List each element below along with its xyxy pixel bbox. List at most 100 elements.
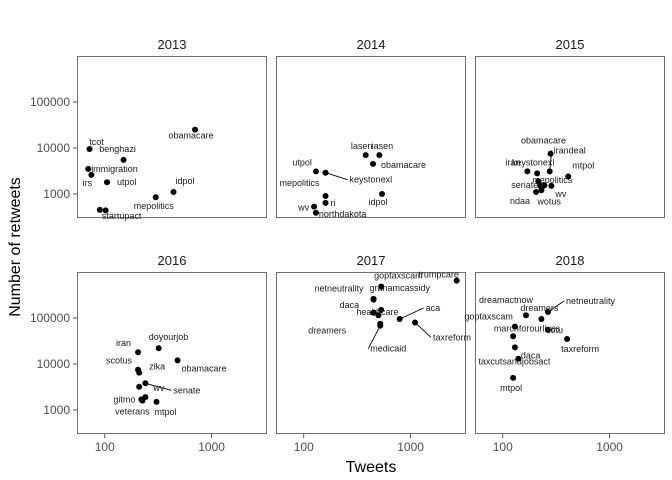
point-label: benghazi (99, 144, 136, 154)
data-point (362, 152, 369, 159)
data-point (136, 369, 143, 376)
label-leader-line (145, 382, 172, 391)
facet-title: 2016 (158, 253, 187, 268)
x-tick-label: 100 (493, 440, 513, 454)
point-label: mtpol (154, 407, 176, 417)
point-label: idpol (368, 197, 387, 207)
panel-border (77, 56, 267, 218)
point-label: trumpcare (418, 270, 459, 280)
point-label: scotus (106, 356, 133, 366)
facet-panel-2014: 2014 lasen iasen obamacare utpol keystonexl me… (276, 37, 466, 219)
x-tick-label: 1000 (198, 440, 225, 454)
point-label: tcot (89, 137, 104, 147)
point-label: dreamactnow (479, 295, 534, 305)
data-point (153, 398, 160, 405)
point-label: mepolitics (134, 201, 175, 211)
data-point (170, 189, 177, 196)
data-point (565, 173, 572, 180)
point-label: dreamers (520, 303, 559, 313)
data-point (152, 194, 159, 201)
point-label: senate (173, 385, 200, 395)
y-tick-label: 1000 (43, 187, 70, 201)
data-point (322, 199, 329, 206)
facet-title: 2018 (556, 253, 585, 268)
data-point (538, 316, 545, 323)
facet-panel-2016: 2016 1000 10000 100000 100 1000 iran doyourjob o… (30, 253, 267, 454)
x-tick-label: 1000 (397, 440, 424, 454)
point-label: doyourjob (149, 332, 189, 342)
data-point (104, 179, 111, 186)
data-point (88, 171, 95, 178)
data-point (192, 126, 199, 133)
point-label: dreamers (308, 326, 347, 336)
x-tick-label: 100 (294, 440, 314, 454)
point-label: mepolitics (280, 178, 321, 188)
data-point (510, 374, 517, 381)
point-label: ri (331, 198, 336, 208)
y-tick-label: 10000 (37, 357, 71, 371)
point-label: goptaxscam (464, 312, 513, 322)
facet-panel-2018: 2018 100 1000 netneutrality dreamactnowdream… (464, 253, 665, 454)
point-label: mtpol (500, 383, 522, 393)
point-label: obamacare (381, 160, 426, 170)
point-label: daca (521, 350, 541, 360)
point-label: senate (511, 180, 538, 190)
point-label: lasen (351, 141, 373, 151)
data-point (511, 344, 518, 351)
point-label: obamacare (521, 136, 566, 146)
point-label: mepolitics (532, 175, 573, 185)
point-label: startupact (102, 211, 142, 221)
panel-border (475, 56, 665, 218)
facet-title: 2017 (357, 253, 386, 268)
y-tick-label: 10000 (37, 141, 71, 155)
data-point (322, 193, 329, 200)
data-point (174, 357, 181, 364)
y-tick-label: 1000 (43, 403, 70, 417)
data-point (379, 190, 386, 197)
point-label: wv (554, 189, 566, 199)
data-point (86, 145, 93, 152)
data-point (85, 165, 92, 172)
point-label: obamacare (182, 363, 227, 373)
point-label: wotus (536, 196, 561, 206)
point-label: aca (426, 303, 441, 313)
point-label: northdakota (319, 209, 367, 219)
label-leader-line (549, 150, 553, 172)
facet-title: 2013 (158, 37, 187, 52)
label-leader-line (367, 325, 381, 349)
data-point (544, 326, 551, 333)
point-label: netneutrality (315, 284, 365, 294)
point-label: idpol (175, 176, 194, 186)
point-label: ndaa (510, 196, 530, 206)
point-label: mtpol (572, 160, 594, 170)
point-label: irandeal (554, 145, 586, 155)
data-point (378, 283, 385, 290)
data-point (522, 312, 529, 319)
point-label: gitmo (113, 394, 135, 404)
facet-title: 2015 (556, 37, 585, 52)
label-leader-line (547, 300, 565, 313)
data-point (312, 168, 319, 175)
point-label: taxreform (561, 344, 599, 354)
data-point (155, 345, 162, 352)
data-point (538, 187, 545, 194)
y-tick-label: 100000 (30, 95, 70, 109)
panel-border (77, 272, 267, 434)
point-label: sotu (546, 325, 563, 335)
data-point (548, 182, 555, 189)
data-point (102, 207, 109, 214)
point-label: wv (152, 383, 164, 393)
y-tick-label: 100000 (30, 311, 70, 325)
data-point (136, 383, 143, 390)
data-point (376, 152, 383, 159)
data-point (535, 178, 542, 185)
data-point (311, 203, 318, 210)
point-label: obamacare (169, 131, 214, 141)
point-label: immigration (91, 164, 138, 174)
point-label: taxcutsandjobsact (478, 357, 551, 367)
x-axis-title: Tweets (346, 459, 397, 476)
data-point (534, 170, 541, 177)
data-point (511, 323, 518, 330)
